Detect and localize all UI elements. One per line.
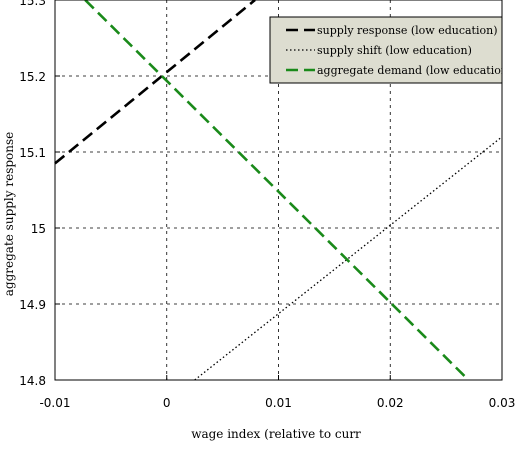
- x-tick-label: 0: [163, 396, 171, 410]
- series-lines: [54, 0, 503, 381]
- y-tick-label: 14.8: [19, 374, 46, 388]
- series-line-supply-response: [54, 0, 256, 165]
- legend-entry: supply shift (low education): [317, 44, 472, 57]
- y-axis-label: aggregate supply response: [2, 132, 16, 297]
- x-tick-label: 0.01: [265, 396, 292, 410]
- x-tick-label: -0.01: [39, 396, 70, 410]
- y-tick-label: 15.3: [19, 0, 46, 8]
- y-tick-label: 15: [31, 222, 46, 236]
- x-axis-label: wage index (relative to curr: [191, 427, 361, 441]
- y-tick-label: 14.9: [19, 298, 46, 312]
- y-tick-label: 15.2: [19, 70, 46, 84]
- series-line-supply-shift: [194, 136, 503, 381]
- legend: supply response (low education) supply sh…: [269, 16, 520, 84]
- legend-entry: supply response (low education): [317, 24, 498, 37]
- tick-labels: -0.01 0 0.01 0.02 0.03 14.8 14.9 15 15.1 15.2 15.3: [19, 0, 515, 410]
- x-tick-label: 0.03: [489, 396, 516, 410]
- x-tick-label: 0.02: [377, 396, 404, 410]
- legend-entry: aggregate demand (low education,e=1: [317, 64, 520, 77]
- y-tick-label: 15.1: [19, 146, 46, 160]
- plot-frame: [54, 0, 503, 381]
- legend-box: [269, 16, 502, 84]
